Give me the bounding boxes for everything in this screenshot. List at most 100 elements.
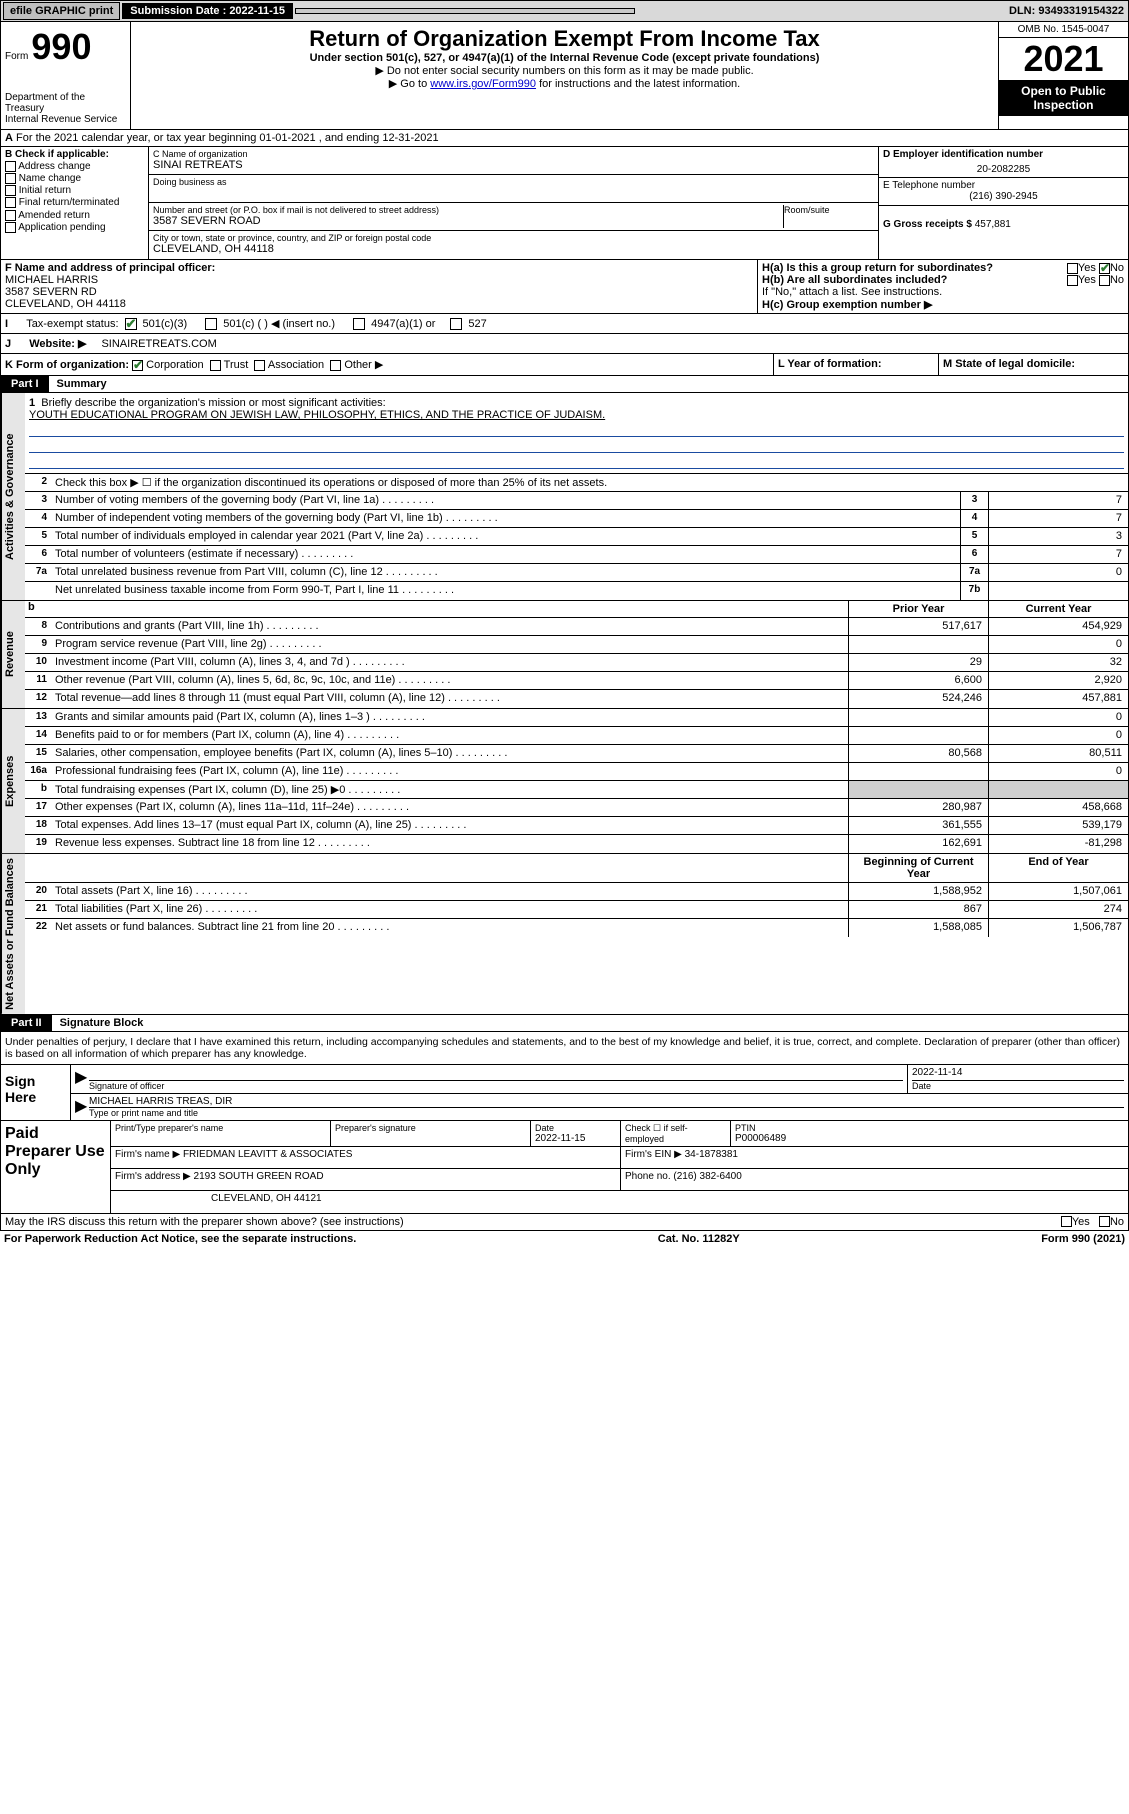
chk-501c3[interactable] — [125, 318, 137, 330]
addr-label: Number and street (or P.O. box if mail i… — [153, 205, 783, 215]
entity-block: B Check if applicable: Address change Na… — [0, 147, 1129, 260]
hc: H(c) Group exemption number ▶ — [762, 299, 932, 311]
summary-line: 14Benefits paid to or for members (Part … — [25, 727, 1128, 745]
form-ref: Form 990 (2021) — [1041, 1233, 1125, 1245]
chk-name-change[interactable] — [5, 173, 16, 184]
gross-receipts: 457,881 — [975, 219, 1011, 230]
footer: For Paperwork Reduction Act Notice, see … — [0, 1231, 1129, 1247]
ein: 20-2082285 — [883, 160, 1124, 175]
org-name: SINAI RETREATS — [153, 159, 874, 171]
chk-app-pending[interactable] — [5, 222, 16, 233]
section-b: B Check if applicable: Address change Na… — [1, 147, 149, 259]
efile-print-button[interactable]: efile GRAPHIC print — [3, 2, 120, 20]
chk-other[interactable] — [330, 360, 341, 371]
chk-amended[interactable] — [5, 210, 16, 221]
firm-name-label: Firm's name ▶ — [115, 1149, 180, 1160]
vtab-netassets: Net Assets or Fund Balances — [1, 854, 25, 1014]
col-end: End of Year — [988, 854, 1128, 882]
summary-netassets: Net Assets or Fund Balances Beginning of… — [0, 854, 1129, 1015]
chk-4947[interactable] — [353, 318, 365, 330]
chk-corp[interactable] — [132, 360, 143, 371]
summary-line: 20Total assets (Part X, line 16)1,588,95… — [25, 883, 1128, 901]
check-self-employed[interactable]: Check ☐ if self-employed — [621, 1121, 731, 1146]
summary-line: 9Program service revenue (Part VIII, lin… — [25, 636, 1128, 654]
part2-header: Part II Signature Block — [0, 1015, 1129, 1032]
chk-assoc[interactable] — [254, 360, 265, 371]
pdate: 2022-11-15 — [535, 1133, 616, 1144]
arrow-icon: ▶ — [71, 1094, 85, 1120]
chk-initial-return[interactable] — [5, 185, 16, 196]
firm-addr-label: Firm's address ▶ — [115, 1171, 191, 1182]
section-d: D Employer identification number 20-2082… — [879, 147, 1128, 178]
summary-line: Net unrelated business taxable income fr… — [25, 582, 1128, 600]
dba-label: Doing business as — [153, 177, 874, 187]
chk-address-change[interactable] — [5, 161, 16, 172]
form-word: Form — [5, 51, 28, 62]
cat-no: Cat. No. 11282Y — [658, 1233, 740, 1245]
section-h: H(a) Is this a group return for subordin… — [758, 260, 1128, 313]
chk-527[interactable] — [450, 318, 462, 330]
hb-no[interactable] — [1099, 275, 1110, 286]
addr: 3587 SEVERN ROAD — [153, 215, 783, 227]
chk-final-return[interactable] — [5, 197, 16, 208]
discuss-no[interactable] — [1099, 1216, 1110, 1227]
summary-line: 21Total liabilities (Part X, line 26)867… — [25, 901, 1128, 919]
ha-yes[interactable] — [1067, 263, 1078, 274]
form-note-link: ▶ Go to www.irs.gov/Form990 for instruct… — [137, 77, 992, 90]
firm-name: FRIEDMAN LEAVITT & ASSOCIATES — [183, 1149, 352, 1160]
sign-here-block: Sign Here ▶ Signature of officer 2022-11… — [0, 1065, 1129, 1121]
form-title: Return of Organization Exempt From Incom… — [137, 26, 992, 52]
irs-link[interactable]: www.irs.gov/Form990 — [430, 78, 536, 90]
sig-officer-label: Signature of officer — [89, 1081, 903, 1091]
officer-addr1: 3587 SEVERN RD — [5, 286, 753, 298]
summary-line: 22Net assets or fund balances. Subtract … — [25, 919, 1128, 937]
open-to-public: Open to Public Inspection — [999, 80, 1128, 116]
part1-num: Part I — [1, 376, 49, 392]
part1-title: Summary — [49, 376, 115, 392]
section-k: K Form of organization: Corporation Trus… — [0, 354, 1129, 376]
arrow-icon: ▶ — [71, 1065, 85, 1093]
summary-expenses: Expenses 13Grants and similar amounts pa… — [0, 709, 1129, 854]
part1-header: Part I Summary — [0, 376, 1129, 393]
col-beginning: Beginning of Current Year — [848, 854, 988, 882]
form-note-ssn: ▶ Do not enter social security numbers o… — [137, 64, 992, 77]
sign-here-label: Sign Here — [1, 1065, 71, 1120]
section-c: C Name of organization SINAI RETREATS Do… — [149, 147, 878, 259]
summary-line: 13Grants and similar amounts paid (Part … — [25, 709, 1128, 727]
room-label: Room/suite — [784, 205, 874, 215]
chk-501c[interactable] — [205, 318, 217, 330]
firm-ein-label: Firm's EIN ▶ — [625, 1149, 682, 1160]
submission-date: Submission Date : 2022-11-15 — [122, 3, 293, 19]
ha-no[interactable] — [1099, 263, 1110, 274]
firm-ein: 34-1878381 — [685, 1149, 738, 1160]
hb-yes[interactable] — [1067, 275, 1078, 286]
discuss-yes[interactable] — [1061, 1216, 1072, 1227]
mission: YOUTH EDUCATIONAL PROGRAM ON JEWISH LAW,… — [29, 409, 1124, 421]
vtab-governance: Activities & Governance — [1, 393, 25, 600]
summary-line: 15Salaries, other compensation, employee… — [25, 745, 1128, 763]
phone-label: Phone no. — [625, 1171, 671, 1182]
officer-addr2: CLEVELAND, OH 44118 — [5, 298, 753, 310]
pdate-label: Date — [535, 1123, 616, 1133]
omb-number: OMB No. 1545-0047 — [999, 22, 1128, 38]
summary-line: 18Total expenses. Add lines 13–17 (must … — [25, 817, 1128, 835]
discuss-row: May the IRS discuss this return with the… — [0, 1214, 1129, 1231]
chk-trust[interactable] — [210, 360, 221, 371]
summary-line: 10Investment income (Part VIII, column (… — [25, 654, 1128, 672]
ptin-label: PTIN — [735, 1123, 1124, 1133]
phone: (216) 382-6400 — [673, 1171, 741, 1182]
ps-label: Preparer's signature — [335, 1123, 526, 1133]
section-f: F Name and address of principal officer:… — [1, 260, 758, 313]
summary-line: bTotal fundraising expenses (Part IX, co… — [25, 781, 1128, 799]
summary-line: 3Number of voting members of the governi… — [25, 492, 1128, 510]
paid-preparer-block: Paid Preparer Use Only Print/Type prepar… — [0, 1121, 1129, 1214]
summary-line: 5Total number of individuals employed in… — [25, 528, 1128, 546]
officer-name-title: MICHAEL HARRIS TREAS, DIR — [89, 1096, 1124, 1108]
part2-num: Part II — [1, 1015, 52, 1031]
paid-preparer-label: Paid Preparer Use Only — [1, 1121, 111, 1213]
pra-notice: For Paperwork Reduction Act Notice, see … — [4, 1233, 356, 1245]
name-title-label: Type or print name and title — [89, 1108, 1124, 1118]
form-number: 990 — [31, 26, 91, 67]
telephone: (216) 390-2945 — [883, 191, 1124, 202]
topbar: efile GRAPHIC print Submission Date : 20… — [0, 0, 1129, 22]
